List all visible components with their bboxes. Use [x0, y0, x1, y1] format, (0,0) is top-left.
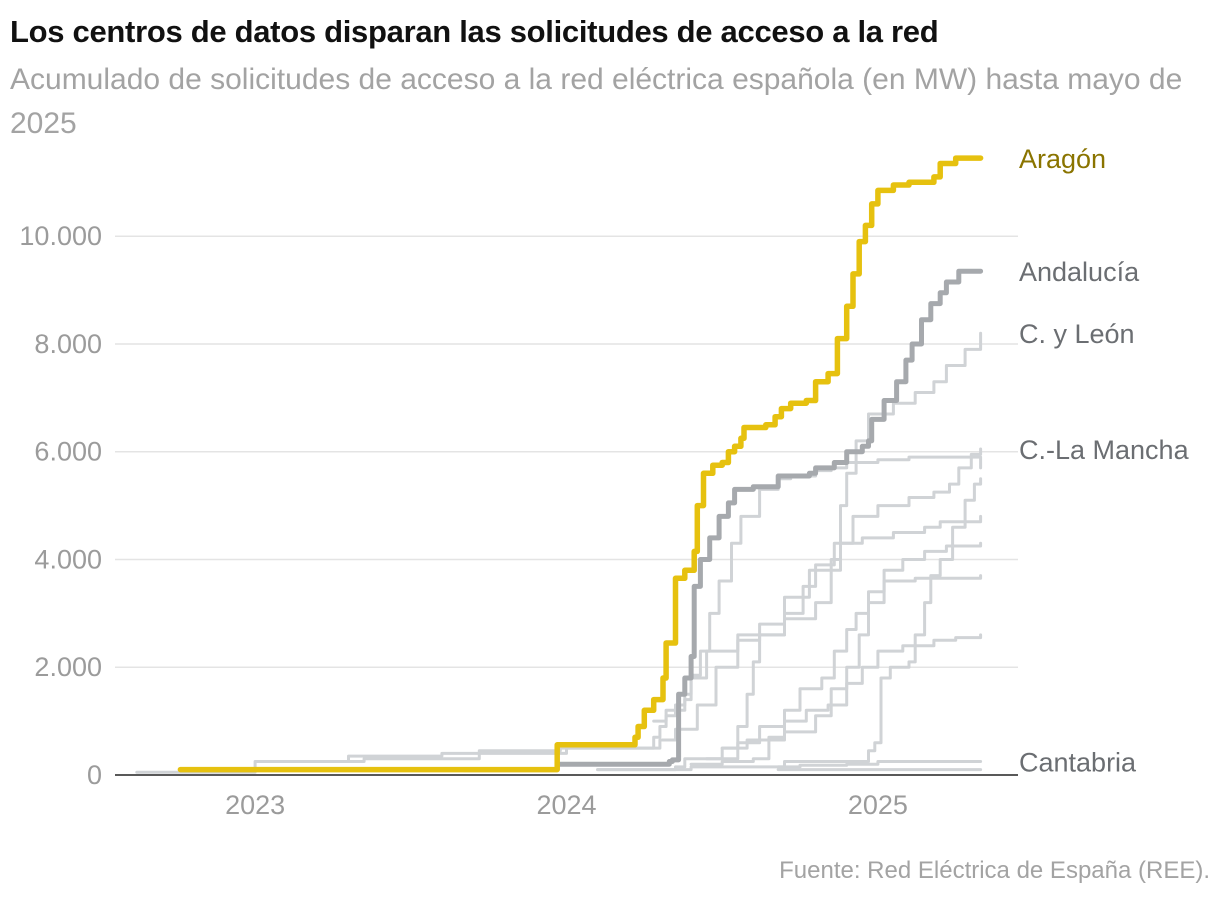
series-label: C. y León [1019, 319, 1135, 349]
region-series-line [596, 477, 983, 772]
series-label: Cantabria [1019, 748, 1137, 778]
series-lines [135, 155, 984, 774]
chart-title: Los centros de datos disparan las solici… [10, 14, 939, 49]
region-series-line [269, 514, 983, 763]
cantabria-series-line [776, 760, 983, 769]
x-tick-label: 2025 [848, 790, 908, 820]
source-note: Fuente: Red Eléctrica de España (REE). [779, 857, 1210, 884]
region-series-line [689, 574, 983, 766]
c-la-mancha-series-line [720, 447, 983, 750]
series-label: Andalucía [1019, 257, 1140, 287]
series-labels: Aragón Andalucía C. y León C.-La Mancha Cant… [1019, 144, 1190, 777]
x-axis-ticks: 2023 2024 2025 [225, 790, 908, 820]
region-series-line [135, 455, 983, 774]
x-tick-label: 2024 [536, 790, 596, 820]
y-tick-label: 10.000 [19, 221, 102, 251]
chart-subtitle: Acumulado de solicitudes de acceso a la … [10, 63, 1183, 140]
series-label: Aragón [1019, 144, 1106, 174]
arag-n-series-line [177, 155, 984, 773]
y-axis-ticks: 0 2.000 4.000 6.000 8.000 10.000 [19, 221, 102, 790]
series-label: C.-La Mancha [1019, 435, 1190, 465]
y-tick-label: 8.000 [34, 329, 102, 359]
y-tick-label: 2.000 [34, 652, 102, 682]
y-tick-label: 4.000 [34, 544, 102, 574]
andaluc-a-series-line [461, 268, 984, 773]
y-tick-label: 0 [87, 760, 102, 790]
region-series-line [705, 633, 983, 761]
y-tick-label: 6.000 [34, 437, 102, 467]
x-tick-label: 2023 [225, 790, 285, 820]
